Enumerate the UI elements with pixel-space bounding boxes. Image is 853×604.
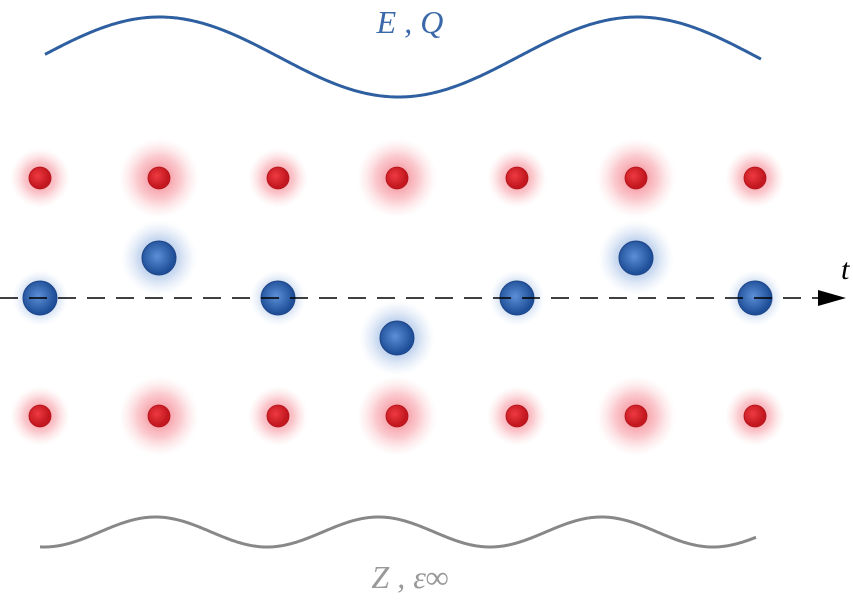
- red-particle: [148, 405, 170, 427]
- red-particle: [29, 167, 51, 189]
- bottom-wave: [40, 517, 756, 547]
- axis-arrow: [818, 290, 846, 306]
- axis-label: t: [841, 253, 850, 286]
- red-particle: [148, 167, 170, 189]
- red-particle: [744, 405, 766, 427]
- red-particle: [625, 405, 647, 427]
- diagram: t E , Q Z , ε∞: [0, 0, 853, 604]
- particles: [10, 138, 785, 456]
- blue-particle: [142, 241, 176, 275]
- red-particle: [625, 167, 647, 189]
- red-particle: [506, 405, 528, 427]
- blue-particle: [380, 321, 414, 355]
- bottom-label: Z , ε∞: [371, 559, 448, 595]
- top-label: E , Q: [376, 4, 444, 40]
- red-particle: [506, 167, 528, 189]
- blue-particle: [619, 241, 653, 275]
- red-particle: [29, 405, 51, 427]
- red-particle: [386, 167, 408, 189]
- red-particle: [267, 405, 289, 427]
- red-particle: [744, 167, 766, 189]
- red-particle: [386, 405, 408, 427]
- page: t E , Q Z , ε∞ (() => { const data = JSO…: [0, 0, 853, 604]
- red-particle: [267, 167, 289, 189]
